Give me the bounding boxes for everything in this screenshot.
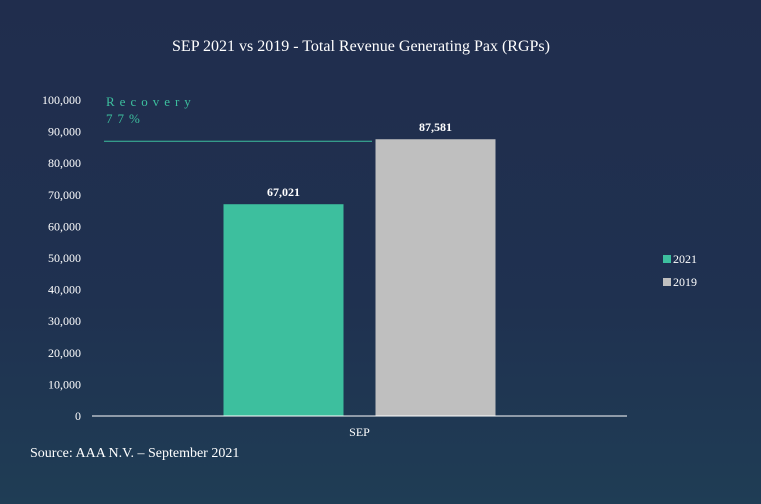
recovery-value: 77%: [106, 111, 145, 126]
legend: 2021 2019: [663, 252, 697, 289]
legend-label-2019: 2019: [673, 275, 697, 289]
y-tick-label: 60,000: [48, 219, 81, 233]
y-axis: 0 10,000 20,000 30,000 40,000 50,000 60,000 70,…: [42, 93, 81, 423]
y-tick-label: 50,000: [48, 251, 81, 265]
y-tick-label: 80,000: [48, 156, 81, 170]
legend-swatch-2019: [663, 278, 671, 286]
y-tick-label: 10,000: [48, 377, 81, 391]
legend-label-2021: 2021: [673, 252, 697, 266]
legend-swatch-2021: [663, 255, 671, 263]
y-tick-label: 100,000: [42, 93, 81, 107]
y-tick-label: 40,000: [48, 283, 81, 297]
y-tick-label: 30,000: [48, 314, 81, 328]
recovery-label: Recovery: [106, 94, 196, 109]
data-label-2021: 67,021: [267, 185, 300, 199]
data-label-2019: 87,581: [419, 120, 452, 134]
source-note: Source: AAA N.V. – September 2021: [30, 446, 240, 461]
bars: 67,021 87,581: [223, 120, 496, 417]
y-tick-label: 90,000: [48, 125, 81, 139]
recovery-annotation: Recovery 77%: [104, 94, 372, 142]
bar-2021: [223, 204, 344, 416]
y-tick-label: 70,000: [48, 188, 81, 202]
y-tick-label: 0: [75, 409, 81, 423]
y-tick-label: 20,000: [48, 346, 81, 360]
x-tick-label: SEP: [349, 425, 370, 439]
bar-2019: [375, 139, 496, 417]
chart-title: SEP 2021 vs 2019 - Total Revenue Generat…: [172, 38, 550, 55]
x-axis: SEP: [92, 415, 627, 439]
